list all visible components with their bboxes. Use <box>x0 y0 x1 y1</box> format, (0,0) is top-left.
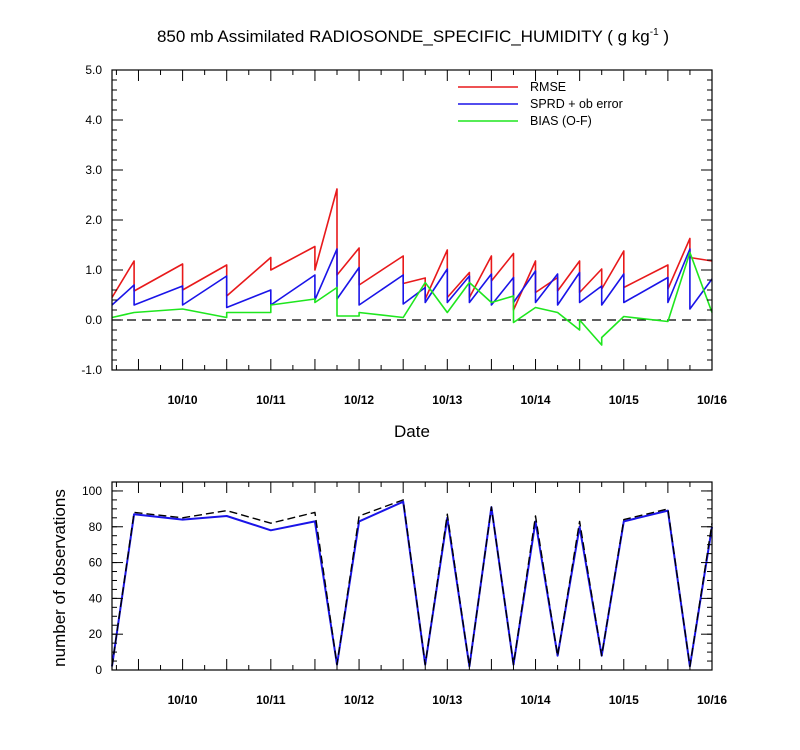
top-series-sprd-ob-error <box>111 248 713 310</box>
top-xtick-label: 10/10 <box>168 393 198 407</box>
top-panel: 5.0 4.0 3.0 2.0 1.0 0.0 -1.0 10/10 10/11 10/12 10/… <box>81 63 727 441</box>
top-ytick-label: 4.0 <box>85 113 102 127</box>
top-ytick-label: -1.0 <box>81 363 102 377</box>
top-xtick-label: 10/11 <box>256 393 286 407</box>
top-axis-ticks: 5.0 4.0 3.0 2.0 1.0 0.0 -1.0 10/10 10/11 10/12 10/… <box>81 63 727 407</box>
top-ytick-label: 3.0 <box>85 163 102 177</box>
bottom-xtick-label: 10/13 <box>432 693 462 707</box>
chart-title-close: ) <box>659 27 669 46</box>
top-ytick-label: 2.0 <box>85 213 102 227</box>
top-series-bias-o-f <box>111 251 713 346</box>
bottom-plot-frame <box>111 481 713 671</box>
top-xtick-label: 10/16 <box>697 393 727 407</box>
top-ytick-label: 1.0 <box>85 263 102 277</box>
bottom-xtick-label: 10/12 <box>344 693 374 707</box>
bottom-series-observations-dashed <box>111 499 713 668</box>
top-ytick-label: 5.0 <box>85 63 102 77</box>
x-axis-label: Date <box>394 422 430 441</box>
bottom-xtick-label: 10/10 <box>168 693 198 707</box>
bottom-xtick-label: 10/16 <box>697 693 727 707</box>
top-xtick-label: 10/13 <box>432 393 462 407</box>
bottom-ytick-label: 60 <box>89 556 103 570</box>
bottom-axis-ticks: 100 80 60 40 20 0 10/10 10/11 10/12 10/13 10/14 10/… <box>82 481 727 707</box>
bottom-xtick-label: 10/11 <box>256 693 286 707</box>
top-xtick-label: 10/14 <box>521 393 551 407</box>
chart-title-superscript: -1 <box>650 27 659 38</box>
legend-label-rmse: RMSE <box>530 80 566 94</box>
top-ytick-label: 0.0 <box>85 313 102 327</box>
legend-label-bias: BIAS (O-F) <box>530 114 592 128</box>
top-xtick-label: 10/12 <box>344 393 374 407</box>
bottom-ytick-label: 20 <box>89 627 103 641</box>
chart-title-main: 850 mb Assimilated RADIOSONDE_SPECIFIC_H… <box>157 27 650 46</box>
legend-label-sprd: SPRD + ob error <box>530 97 623 111</box>
top-series-rmse <box>111 188 713 311</box>
bottom-ytick-label: 80 <box>89 520 103 534</box>
bottom-ytick-label: 40 <box>89 591 103 605</box>
bottom-ytick-label: 0 <box>95 663 102 677</box>
top-xtick-label: 10/15 <box>609 393 639 407</box>
top-plot-frame <box>111 69 713 371</box>
top-series-group <box>111 188 713 346</box>
bottom-xtick-label: 10/15 <box>609 693 639 707</box>
bottom-xtick-label: 10/14 <box>521 693 551 707</box>
chart-title: 850 mb Assimilated RADIOSONDE_SPECIFIC_H… <box>157 27 669 46</box>
y-axis-label-observations: number of observations <box>50 489 69 667</box>
legend: RMSE SPRD + ob error BIAS (O-F) <box>458 80 623 128</box>
bottom-ytick-label: 100 <box>82 484 102 498</box>
bottom-series-group <box>111 499 713 668</box>
bottom-panel: 100 80 60 40 20 0 10/10 10/11 10/12 10/13 10/14 10/… <box>50 481 727 707</box>
